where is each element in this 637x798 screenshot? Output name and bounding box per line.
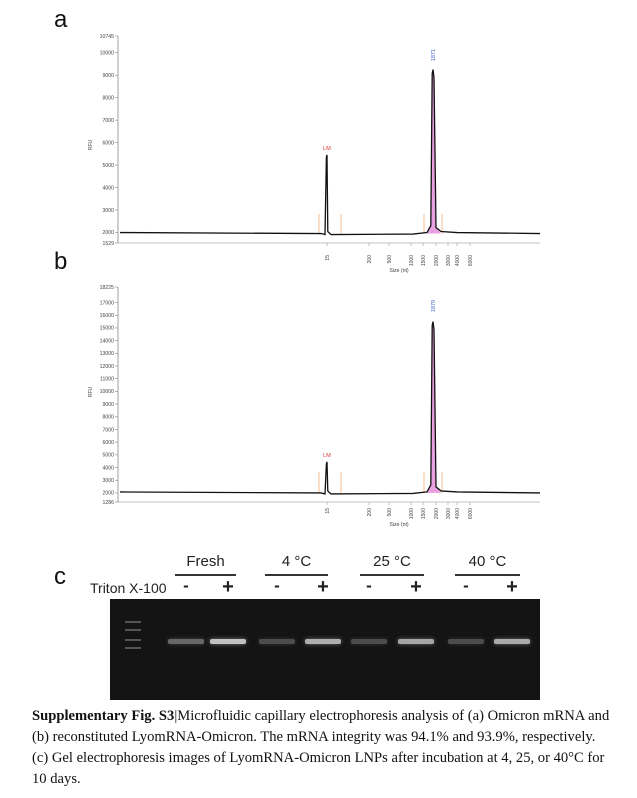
gel-band bbox=[351, 639, 387, 644]
y-tick-label: 2000 bbox=[102, 491, 114, 497]
y-tick-label: 11000 bbox=[100, 377, 114, 383]
y-tick-label: 10745 bbox=[100, 34, 115, 40]
panel-label-a: a bbox=[54, 6, 68, 33]
y-tick-label: 1529 bbox=[102, 241, 114, 247]
y-tick-label: 7000 bbox=[102, 427, 114, 433]
x-tick-label: 2000 bbox=[434, 508, 440, 519]
gel-sign-minus: - bbox=[463, 576, 469, 595]
gel-condition-label: Fresh bbox=[186, 553, 225, 570]
y-tick-label: 5000 bbox=[102, 453, 114, 459]
y-tick-label: 6000 bbox=[102, 440, 114, 446]
y-tick-label: 12000 bbox=[100, 364, 115, 370]
x-tick-label: 2000 bbox=[434, 255, 440, 266]
y-tick-label: 14000 bbox=[100, 338, 115, 344]
gel-band bbox=[494, 639, 530, 644]
y-tick-label: 4000 bbox=[102, 185, 114, 191]
peak-label-lm: LM bbox=[323, 146, 331, 152]
y-tick-label: 10000 bbox=[100, 51, 115, 57]
y-axis-title: RFU bbox=[88, 386, 94, 397]
gel-sign-minus: - bbox=[274, 576, 280, 595]
y-tick-label: 2000 bbox=[102, 230, 114, 236]
y-tick-label: 17000 bbox=[100, 300, 115, 306]
peak-label-size: 1871 bbox=[431, 49, 437, 61]
y-tick-label: 3000 bbox=[102, 208, 114, 214]
x-tick-label: 15 bbox=[325, 508, 331, 514]
gel-sign-plus: + bbox=[317, 576, 329, 598]
y-tick-label: 8000 bbox=[102, 415, 114, 421]
x-tick-label: 3000 bbox=[446, 508, 452, 519]
x-tick-label: 4000 bbox=[455, 508, 461, 519]
gel-sign-plus: + bbox=[410, 576, 422, 598]
triton-label: Triton X-100 bbox=[90, 580, 167, 596]
gel-band bbox=[210, 639, 246, 644]
y-tick-label: 8000 bbox=[102, 95, 114, 101]
x-tick-label: 500 bbox=[387, 508, 393, 517]
x-tick-label: 6000 bbox=[468, 255, 474, 266]
gel-sign-plus: + bbox=[506, 576, 518, 598]
y-tick-label: 16000 bbox=[100, 313, 115, 319]
gel-condition-underline bbox=[360, 574, 424, 576]
gel-sign-minus: - bbox=[183, 576, 189, 595]
gel-condition-underline bbox=[265, 574, 328, 576]
gel-band bbox=[168, 639, 204, 644]
peak-label-size: 1879 bbox=[431, 300, 437, 312]
x-tick-label: 15 bbox=[325, 255, 331, 261]
caption-title: Supplementary Fig. S3 bbox=[32, 708, 175, 724]
gel-image bbox=[110, 599, 540, 700]
electropherogram-a: 1529200030004000500060007000800090001000… bbox=[88, 34, 541, 274]
gel-band bbox=[259, 639, 295, 644]
gel-ladder-band bbox=[125, 629, 141, 631]
x-tick-label: 3000 bbox=[446, 255, 452, 266]
gel-condition-label: 25 °C bbox=[373, 553, 411, 570]
figure-caption: Supplementary Fig. S3|Microfluidic capil… bbox=[32, 706, 612, 790]
main-peak-area bbox=[427, 69, 441, 234]
y-tick-label: 18225 bbox=[100, 285, 115, 291]
x-tick-label: 200 bbox=[367, 508, 373, 517]
y-tick-label: 6000 bbox=[102, 140, 114, 146]
x-tick-label: 1000 bbox=[409, 508, 415, 519]
y-tick-label: 13000 bbox=[100, 351, 115, 357]
x-tick-label: 4000 bbox=[455, 255, 461, 266]
main-peak-area bbox=[427, 321, 441, 493]
x-tick-label: 1500 bbox=[421, 508, 427, 519]
y-tick-label: 10000 bbox=[100, 389, 115, 395]
y-axis-title: RFU bbox=[88, 139, 94, 150]
electropherogram-b: 1286200030004000500060007000800090001000… bbox=[88, 285, 541, 528]
gel-sign-plus: + bbox=[222, 576, 234, 598]
gel-band bbox=[448, 639, 484, 644]
x-tick-label: 1000 bbox=[409, 255, 415, 266]
x-axis-title: Size (nt) bbox=[389, 522, 409, 528]
y-tick-label: 1286 bbox=[102, 500, 114, 506]
peak-label-lm: LM bbox=[323, 453, 331, 459]
trace-line bbox=[119, 321, 541, 495]
caption-text: |Microfluidic capillary electrophoresis … bbox=[32, 708, 610, 787]
y-tick-label: 5000 bbox=[102, 163, 114, 169]
x-axis-title: Size (nt) bbox=[389, 268, 409, 274]
gel-condition-label: 4 °C bbox=[281, 553, 312, 570]
y-tick-label: 4000 bbox=[102, 465, 114, 471]
y-tick-label: 9000 bbox=[102, 402, 114, 408]
panel-label-c: c bbox=[54, 563, 66, 590]
y-tick-label: 3000 bbox=[102, 478, 114, 484]
gel-sign-minus: - bbox=[366, 576, 372, 595]
trace-line bbox=[119, 69, 541, 236]
gel-condition-underline bbox=[175, 574, 236, 576]
x-tick-label: 6000 bbox=[468, 508, 474, 519]
gel-ladder-band bbox=[125, 647, 141, 649]
gel-ladder-band bbox=[125, 621, 141, 623]
panel-label-b: b bbox=[54, 248, 68, 275]
y-tick-label: 15000 bbox=[100, 326, 115, 332]
x-tick-label: 500 bbox=[387, 255, 393, 264]
gel-ladder-band bbox=[125, 639, 141, 641]
gel-condition-underline bbox=[455, 574, 520, 576]
gel-band bbox=[398, 639, 434, 644]
y-tick-label: 9000 bbox=[102, 73, 114, 79]
gel-condition-label: 40 °C bbox=[468, 553, 507, 570]
x-tick-label: 200 bbox=[367, 255, 373, 264]
y-tick-label: 7000 bbox=[102, 118, 114, 124]
x-tick-label: 1500 bbox=[421, 255, 427, 266]
gel-band bbox=[305, 639, 341, 644]
